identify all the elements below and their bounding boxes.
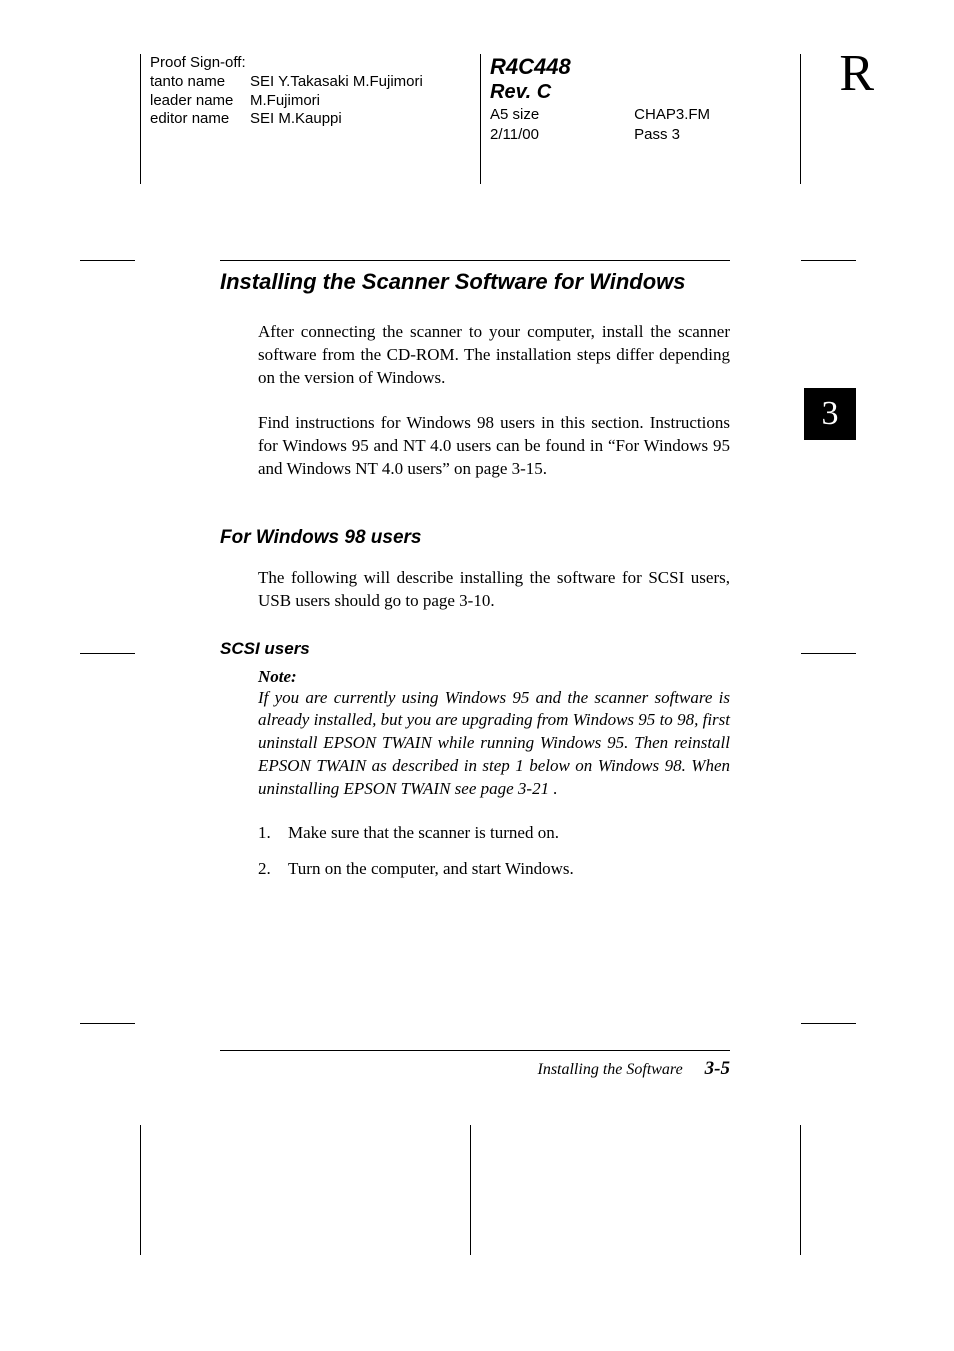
trim-mark [80,1023,135,1024]
footer-rule-mid [470,1125,471,1255]
page-side-letter: R [839,44,874,103]
note-body: If you are currently using Windows 95 an… [258,687,730,802]
doc-pass: Pass 3 [634,126,680,143]
proof-row-value: M.Fujimori [250,92,320,111]
trim-mark [801,653,856,654]
header-rule-mid [480,54,481,184]
proof-row-tanto: tanto name SEI Y.Takasaki M.Fujimori [150,73,423,92]
heading-3: SCSI users [220,639,730,659]
list-item: 1. Make sure that the scanner is turned … [258,823,730,843]
paragraph: Find instructions for Windows 98 users i… [258,412,730,481]
proof-row-label: tanto name [150,73,250,92]
trim-mark [80,260,135,261]
heading-rule [220,260,730,261]
chapter-tab: 3 [804,388,856,440]
footer: Installing the Software 3-5 [220,1058,730,1080]
trim-mark [801,1023,856,1024]
doc-file: CHAP3.FM [634,106,710,123]
list-item: 2. Turn on the computer, and start Windo… [258,859,730,879]
footer-page: 3-5 [705,1058,730,1079]
proof-row-label: leader name [150,92,250,111]
proof-signoff: Proof Sign-off: tanto name SEI Y.Takasak… [150,54,423,129]
doc-size: A5 size [490,106,630,124]
footer-rule-right [800,1125,801,1255]
proof-row-value: SEI Y.Takasaki M.Fujimori [250,73,423,92]
proof-row-leader: leader name M.Fujimori [150,92,423,111]
header-rule-right [800,54,801,184]
doc-rev: Rev. C [490,80,710,104]
step-text: Make sure that the scanner is turned on. [288,823,559,843]
footer-rule-left [140,1125,141,1255]
proof-row-editor: editor name SEI M.Kauppi [150,110,423,129]
heading-2: For Windows 98 users [220,527,730,549]
footer-section: Installing the Software [537,1061,682,1078]
doc-date: 2/11/00 [490,126,630,144]
doc-id-block: R4C448 Rev. C A5 size CHAP3.FM 2/11/00 P… [490,54,710,144]
steps-list: 1. Make sure that the scanner is turned … [258,823,730,879]
doc-code: R4C448 [490,54,710,80]
heading-1: Installing the Scanner Software for Wind… [220,269,730,295]
step-text: Turn on the computer, and start Windows. [288,859,574,879]
proof-row-label: editor name [150,110,250,129]
paragraph: The following will describe installing t… [258,567,730,613]
proof-signoff-label: Proof Sign-off: [150,54,423,73]
trim-mark [801,260,856,261]
doc-meta-row-1: A5 size CHAP3.FM [490,106,710,124]
footer-rule [220,1050,730,1051]
content-column: Installing the Scanner Software for Wind… [220,260,730,895]
trim-mark [80,653,135,654]
step-number: 1. [258,823,288,843]
note-heading: Note: [258,667,730,687]
doc-meta-row-2: 2/11/00 Pass 3 [490,126,710,144]
paragraph: After connecting the scanner to your com… [258,321,730,390]
step-number: 2. [258,859,288,879]
proof-row-value: SEI M.Kauppi [250,110,342,129]
header-rule-left [140,54,141,184]
